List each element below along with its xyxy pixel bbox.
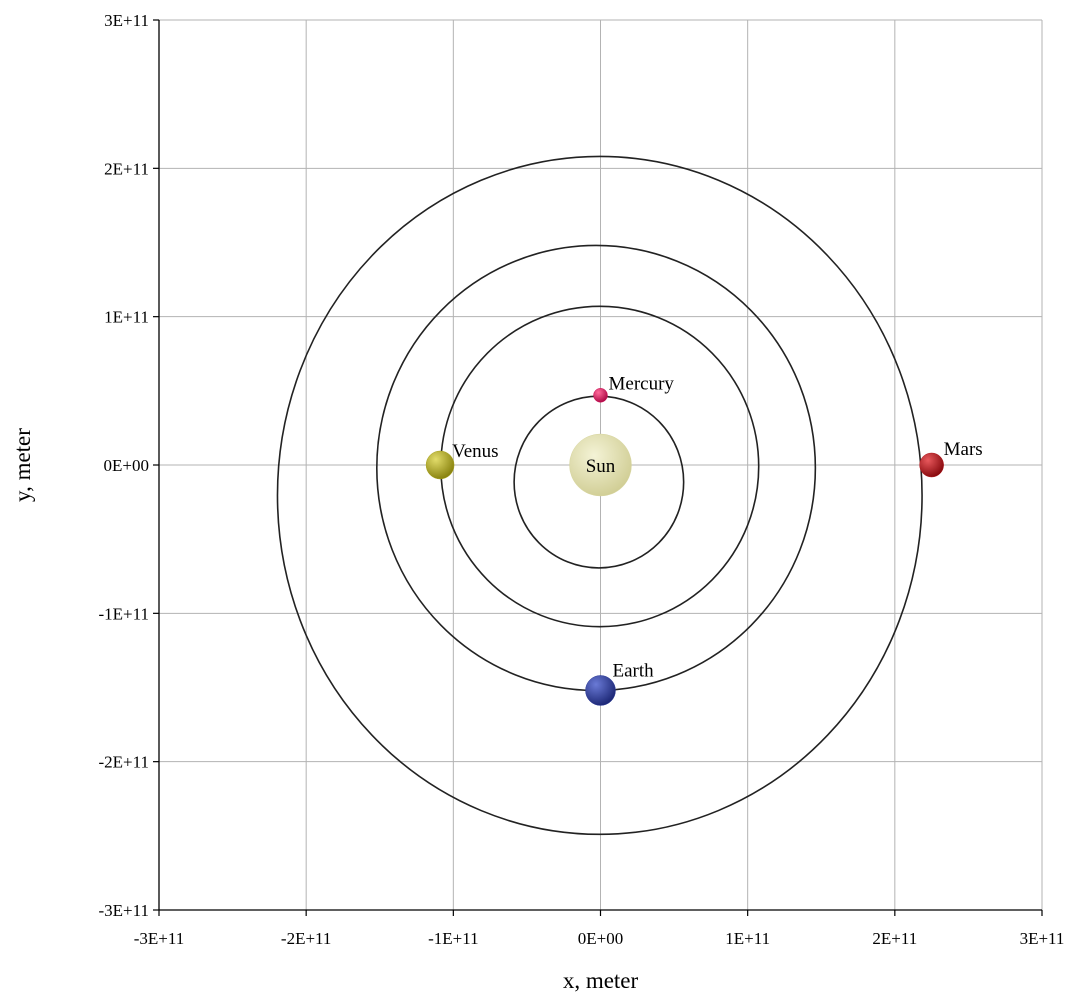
celestial-bodies: Sun Mercury Venus Earth Mars <box>425 373 983 706</box>
x-tick-label-4: 1E+11 <box>725 929 770 948</box>
y-tick-label-6: 3E+11 <box>104 11 149 30</box>
sun-marker <box>569 433 632 497</box>
y-tick-label-0: -3E+11 <box>98 901 149 920</box>
x-tick-label-1: -2E+11 <box>281 929 332 948</box>
earth-marker <box>585 675 616 706</box>
mars-label: Mars <box>944 439 983 460</box>
y-tick-label-2: -1E+11 <box>98 604 149 623</box>
y-tick-label-1: -2E+11 <box>98 753 149 772</box>
grid-lines <box>158 19 1043 911</box>
mercury-label: Mercury <box>609 373 675 394</box>
mercury-marker <box>593 388 608 403</box>
y-axis-title: y, meter <box>10 428 35 502</box>
y-tick-label-4: 1E+11 <box>104 308 149 327</box>
orbit-4 <box>276 155 923 836</box>
venus-label: Venus <box>452 441 498 462</box>
tick-labels: -3E+11 -2E+11 -1E+11 0E+00 1E+11 2E+11 3E+11 -3… <box>98 11 1064 948</box>
x-tick-label-3: 0E+00 <box>578 929 623 948</box>
x-axis-title: x, meter <box>563 968 639 993</box>
earth-label: Earth <box>613 660 655 681</box>
x-tick-label-5: 2E+11 <box>872 929 917 948</box>
x-tick-label-6: 3E+11 <box>1020 929 1065 948</box>
venus-marker <box>425 450 455 480</box>
axes <box>153 19 1043 916</box>
y-tick-label-3: 0E+00 <box>104 456 149 475</box>
y-tick-label-5: 2E+11 <box>104 159 149 178</box>
x-tick-label-0: -3E+11 <box>134 929 185 948</box>
x-tick-label-2: -1E+11 <box>428 929 479 948</box>
sun-label: Sun <box>586 456 616 477</box>
mars-marker <box>919 452 944 478</box>
